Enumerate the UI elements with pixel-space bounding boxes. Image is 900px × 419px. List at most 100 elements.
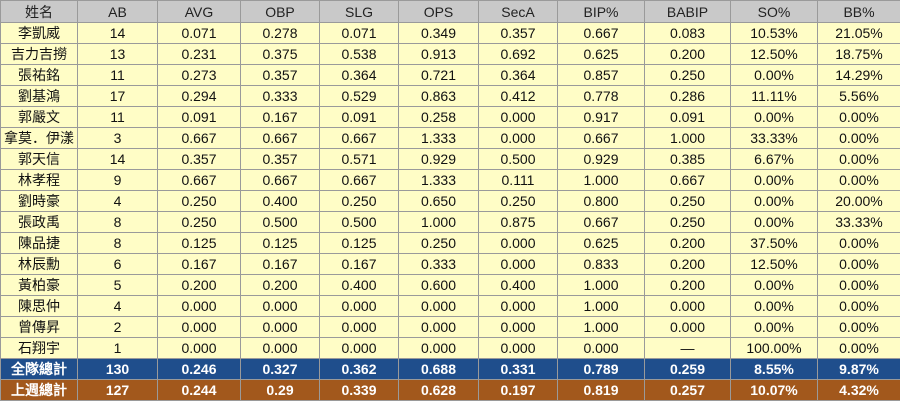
table-row: 陳思仲 4 0.000 0.000 0.000 0.000 0.000 1.000 0.000 0… <box>0 295 900 317</box>
total-cell-seca: 0.331 <box>478 358 558 380</box>
cell-avg: 0.091 <box>157 106 241 128</box>
cell-bb-pct: 33.33% <box>817 211 900 233</box>
cell-slg: 0.091 <box>319 106 399 128</box>
total-cell-ops: 0.688 <box>398 358 479 380</box>
cell-bb-pct: 0.00% <box>817 106 900 128</box>
cell-babip: 0.200 <box>644 253 731 275</box>
cell-slg: 0.500 <box>319 211 399 233</box>
total-cell-ab: 130 <box>77 358 158 380</box>
cell-name: 拿莫．伊漾 <box>0 127 78 149</box>
cell-seca: 0.400 <box>478 274 558 296</box>
total-cell-bip-pct: 0.789 <box>557 358 645 380</box>
cell-seca: 0.111 <box>478 169 558 191</box>
cell-bb-pct: 18.75% <box>817 43 900 65</box>
total-cell-so-pct: 8.55% <box>730 358 818 380</box>
cell-obp: 0.667 <box>240 127 320 149</box>
cell-babip: 0.000 <box>644 316 731 338</box>
header-avg: AVG <box>157 0 241 23</box>
lastweek-cell-avg: 0.244 <box>157 379 241 401</box>
cell-so-pct: 0.00% <box>730 295 818 317</box>
cell-bip-pct: 0.625 <box>557 43 645 65</box>
cell-avg: 0.667 <box>157 127 241 149</box>
total-cell-name: 全隊總計 <box>0 358 78 380</box>
cell-slg: 0.538 <box>319 43 399 65</box>
cell-so-pct: 12.50% <box>730 253 818 275</box>
cell-ab: 14 <box>77 22 158 44</box>
cell-obp: 0.167 <box>240 253 320 275</box>
cell-seca: 0.500 <box>478 148 558 170</box>
batting-stats-table: 姓名 AB AVG OBP SLG OPS SecA BIP% BABIP SO… <box>0 0 900 401</box>
table-row: 林孝程 9 0.667 0.667 0.667 1.333 0.111 1.000 0.667 0… <box>0 169 900 191</box>
cell-obp: 0.333 <box>240 85 320 107</box>
cell-name: 劉時豪 <box>0 190 78 212</box>
cell-obp: 0.000 <box>240 316 320 338</box>
cell-so-pct: 0.00% <box>730 274 818 296</box>
table-row: 林辰勳 6 0.167 0.167 0.167 0.333 0.000 0.833 0.200 1… <box>0 253 900 275</box>
player-rows: 李凱威 14 0.071 0.278 0.071 0.349 0.357 0.667 0.083… <box>0 22 900 359</box>
cell-babip: 0.286 <box>644 85 731 107</box>
cell-seca: 0.357 <box>478 22 558 44</box>
cell-avg: 0.000 <box>157 337 241 359</box>
table-row: 石翔宇 1 0.000 0.000 0.000 0.000 0.000 0.000—100.0… <box>0 337 900 359</box>
cell-bip-pct: 1.000 <box>557 316 645 338</box>
lastweek-cell-babip: 0.257 <box>644 379 731 401</box>
cell-so-pct: 11.11% <box>730 85 818 107</box>
cell-slg: 0.000 <box>319 316 399 338</box>
cell-ab: 14 <box>77 148 158 170</box>
cell-ab: 17 <box>77 85 158 107</box>
cell-bip-pct: 0.857 <box>557 64 645 86</box>
table-row: 黃柏豪 5 0.200 0.200 0.400 0.600 0.400 1.000 0.200 0… <box>0 274 900 296</box>
cell-seca: 0.000 <box>478 106 558 128</box>
cell-bip-pct: 0.929 <box>557 148 645 170</box>
cell-so-pct: 0.00% <box>730 106 818 128</box>
cell-so-pct: 100.00% <box>730 337 818 359</box>
cell-so-pct: 33.33% <box>730 127 818 149</box>
lastweek-cell-bb-pct: 4.32% <box>817 379 900 401</box>
cell-bb-pct: 0.00% <box>817 148 900 170</box>
cell-avg: 0.167 <box>157 253 241 275</box>
cell-ab: 1 <box>77 337 158 359</box>
cell-bb-pct: 0.00% <box>817 274 900 296</box>
total-cell-obp: 0.327 <box>240 358 320 380</box>
cell-so-pct: 0.00% <box>730 190 818 212</box>
cell-seca: 0.000 <box>478 127 558 149</box>
total-row: 全隊總計 130 0.246 0.327 0.362 0.688 0.331 0.789 0.2… <box>0 358 900 380</box>
lastweek-cell-bip-pct: 0.819 <box>557 379 645 401</box>
cell-obp: 0.167 <box>240 106 320 128</box>
cell-slg: 0.125 <box>319 232 399 254</box>
cell-ab: 6 <box>77 253 158 275</box>
cell-babip: 0.200 <box>644 232 731 254</box>
cell-babip: 0.250 <box>644 64 731 86</box>
cell-bip-pct: 0.917 <box>557 106 645 128</box>
cell-ab: 11 <box>77 106 158 128</box>
cell-name: 石翔宇 <box>0 337 78 359</box>
cell-obp: 0.125 <box>240 232 320 254</box>
cell-name: 林孝程 <box>0 169 78 191</box>
cell-ops: 0.000 <box>398 337 479 359</box>
cell-bb-pct: 5.56% <box>817 85 900 107</box>
header-obp: OBP <box>240 0 320 23</box>
cell-babip: 0.250 <box>644 211 731 233</box>
total-cell-bb-pct: 9.87% <box>817 358 900 380</box>
cell-ab: 5 <box>77 274 158 296</box>
table-row: 劉時豪 4 0.250 0.400 0.250 0.650 0.250 0.800 0.250 0… <box>0 190 900 212</box>
table-row: 吉力吉撈 13 0.231 0.375 0.538 0.913 0.692 0.625 0.20… <box>0 43 900 65</box>
cell-avg: 0.125 <box>157 232 241 254</box>
cell-slg: 0.667 <box>319 169 399 191</box>
cell-avg: 0.231 <box>157 43 241 65</box>
cell-so-pct: 0.00% <box>730 316 818 338</box>
cell-bip-pct: 0.667 <box>557 127 645 149</box>
lastweek-cell-name: 上週總計 <box>0 379 78 401</box>
cell-ab: 13 <box>77 43 158 65</box>
table-header: 姓名 AB AVG OBP SLG OPS SecA BIP% BABIP SO… <box>0 0 900 23</box>
cell-name: 張祐銘 <box>0 64 78 86</box>
cell-seca: 0.000 <box>478 337 558 359</box>
cell-avg: 0.200 <box>157 274 241 296</box>
cell-ops: 0.250 <box>398 232 479 254</box>
cell-slg: 0.529 <box>319 85 399 107</box>
cell-avg: 0.294 <box>157 85 241 107</box>
cell-bb-pct: 0.00% <box>817 127 900 149</box>
table-row: 曾傳昇 2 0.000 0.000 0.000 0.000 0.000 1.000 0.000 0… <box>0 316 900 338</box>
lastweek-cell-ab: 127 <box>77 379 158 401</box>
table-row: 陳品捷 8 0.125 0.125 0.125 0.250 0.000 0.625 0.200 3… <box>0 232 900 254</box>
